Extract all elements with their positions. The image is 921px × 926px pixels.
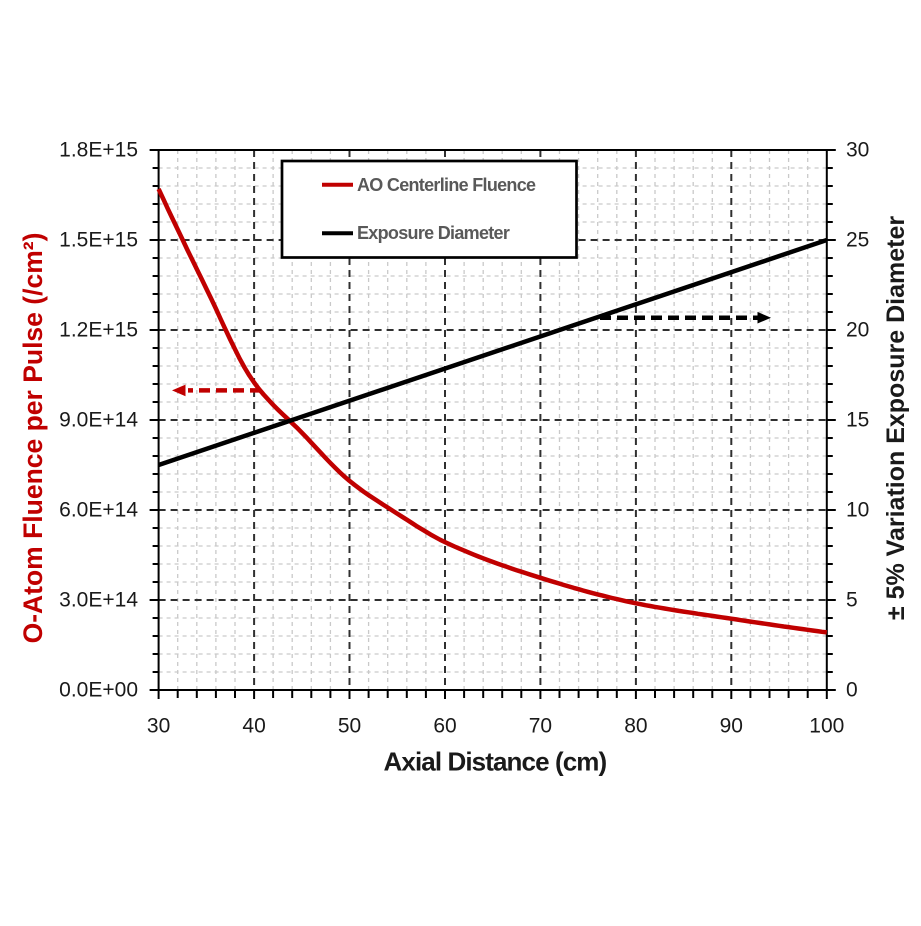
svg-text:100: 100 — [809, 715, 844, 738]
svg-text:40: 40 — [242, 715, 265, 738]
svg-text:9.0E+14: 9.0E+14 — [59, 409, 138, 432]
svg-text:90: 90 — [720, 715, 743, 738]
svg-text:0.0E+00: 0.0E+00 — [59, 679, 138, 702]
svg-text:80: 80 — [624, 715, 647, 738]
svg-text:30: 30 — [147, 715, 170, 738]
svg-text:70: 70 — [529, 715, 552, 738]
svg-text:10: 10 — [846, 499, 869, 522]
svg-text:AO Centerline Fluence: AO Centerline Fluence — [357, 175, 536, 195]
svg-text:1.8E+15: 1.8E+15 — [59, 139, 138, 162]
svg-text:60: 60 — [433, 715, 456, 738]
svg-text:6.0E+14: 6.0E+14 — [59, 499, 138, 522]
svg-text:± 5% Variation Exposure Diamet: ± 5% Variation Exposure Diameter — [882, 216, 910, 620]
svg-text:Axial Distance (cm): Axial Distance (cm) — [384, 747, 607, 777]
svg-text:15: 15 — [846, 409, 869, 432]
svg-text:3.0E+14: 3.0E+14 — [59, 589, 138, 612]
svg-text:O-Atom Fluence per Pulse (/cm²: O-Atom Fluence per Pulse (/cm²) — [18, 233, 48, 644]
svg-text:Exposure Diameter: Exposure Diameter — [357, 223, 510, 243]
svg-text:25: 25 — [846, 229, 869, 252]
svg-text:5: 5 — [846, 589, 858, 612]
svg-text:0: 0 — [846, 679, 858, 702]
svg-text:1.5E+15: 1.5E+15 — [59, 229, 138, 252]
svg-text:30: 30 — [846, 139, 869, 162]
svg-text:1.2E+15: 1.2E+15 — [59, 319, 138, 342]
svg-text:50: 50 — [338, 715, 361, 738]
svg-text:20: 20 — [846, 319, 869, 342]
